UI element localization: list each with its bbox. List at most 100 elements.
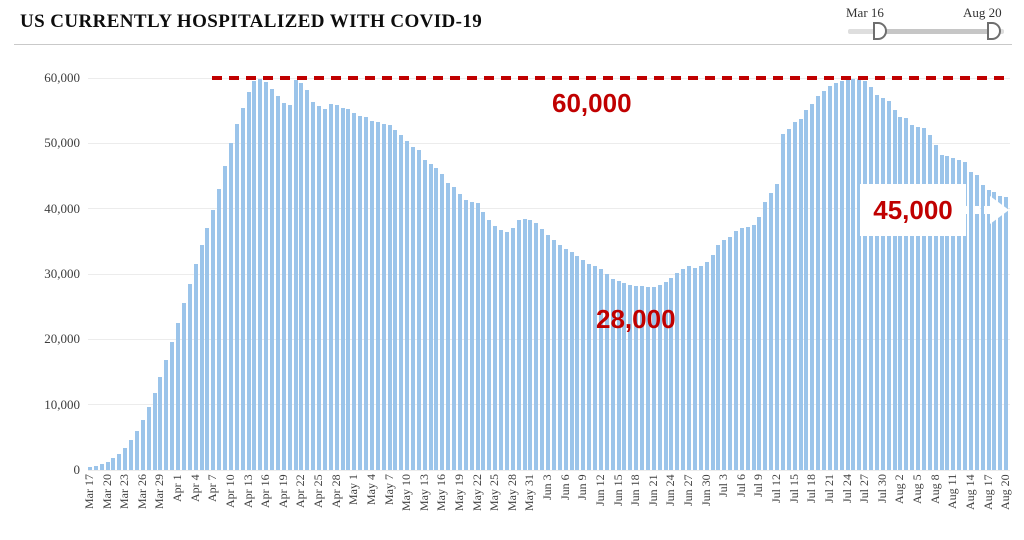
x-axis-tick-label: May 4 [363,474,378,505]
x-axis-tick-label: Apr 16 [258,474,273,508]
x-axis-tick-label: Jul 6 [733,474,748,498]
arrow-shaft [962,206,992,214]
bar [616,281,621,470]
bar [692,267,697,470]
bar [575,256,580,470]
bar [322,108,327,470]
bar [963,162,968,470]
bar [698,265,703,470]
bar [651,287,656,470]
bar [904,117,909,470]
x-axis-tick-label: May 25 [487,474,502,511]
x-axis-tick-label: Apr 28 [328,474,343,508]
bar [863,81,868,470]
x-axis-tick-label: Jul 27 [857,474,872,504]
bar [246,92,251,470]
bar [710,255,715,470]
bar [457,194,462,470]
bar [181,303,186,470]
bar [910,125,915,470]
bar [434,168,439,470]
bar [211,210,216,470]
bar [317,106,322,470]
bar [358,115,363,470]
bar [452,186,457,470]
bar [792,121,797,470]
bar [681,269,686,470]
bar [364,117,368,470]
bar [463,200,468,470]
bar [199,245,204,470]
x-axis-tick-label: Jun 21 [645,474,660,506]
bar [816,96,821,470]
x-axis-tick-label: Jul 18 [804,474,819,504]
bar [845,79,850,470]
bar [275,96,280,470]
bar [387,125,392,470]
bar [675,273,680,470]
bar [440,174,445,470]
x-axis-tick-label: Aug 8 [927,474,942,504]
bar [622,283,627,470]
bar [305,89,310,470]
slider-start-handle[interactable] [873,22,887,40]
bar [334,105,339,470]
bar [640,286,645,470]
gridline [88,469,1010,471]
bar [311,101,316,470]
slider-selected-range[interactable] [876,29,992,34]
bar [745,227,750,470]
bar [593,266,598,470]
x-axis-tick-label: Apr 10 [222,474,237,508]
bar [974,175,979,470]
page-title: US CURRENTLY HOSPITALIZED WITH COVID-19 [20,11,483,32]
x-axis-tick-label: Jul 21 [821,474,836,504]
x-axis-tick-label: Jun 12 [592,474,607,506]
bar [569,252,574,470]
bar [228,143,233,470]
bar [716,245,721,470]
bar [487,220,492,470]
bar [822,91,827,470]
bar [833,83,838,470]
bar [516,220,521,470]
x-axis-tick-label: Apr 19 [275,474,290,508]
y-axis-tick-label: 30,000 [44,266,80,281]
annotation-first-peak: 60,000 [552,88,632,118]
x-axis-tick-label: May 31 [522,474,537,511]
slider-start-date-label: Mar 16 [846,5,884,20]
gridline [88,208,1010,210]
bar [117,453,122,470]
x-axis-tick-label: Aug 20 [998,474,1013,510]
bar [992,191,997,470]
x-axis-tick-label: Mar 26 [134,474,149,509]
bar [839,81,844,470]
bar [587,263,592,470]
bar [299,83,304,470]
bar [669,277,674,470]
bar [140,419,145,470]
bar [610,278,615,470]
x-axis-tick-label: Mar 23 [117,474,132,509]
x-axis-tick-label: May 19 [451,474,466,511]
bar [733,230,738,470]
y-axis-tick-label: 0 [73,462,81,477]
bar [534,223,539,470]
bar [264,81,269,470]
header-divider [14,44,1012,45]
slider-end-handle[interactable] [987,22,1001,40]
bar [405,140,410,470]
bar [446,182,451,470]
x-axis-tick-label: Jul 9 [751,474,766,498]
x-axis-tick-label: Jun 30 [698,474,713,506]
arrow-head [990,196,1009,224]
arrow-to-current-bar-icon [962,196,1010,224]
x-axis-tick-label: Jun 6 [557,474,572,500]
bar [422,159,427,470]
x-axis-tick-label: Jun 15 [610,474,625,506]
bar [557,244,562,470]
bar [921,128,926,470]
bar [99,464,104,470]
bar [217,189,222,470]
